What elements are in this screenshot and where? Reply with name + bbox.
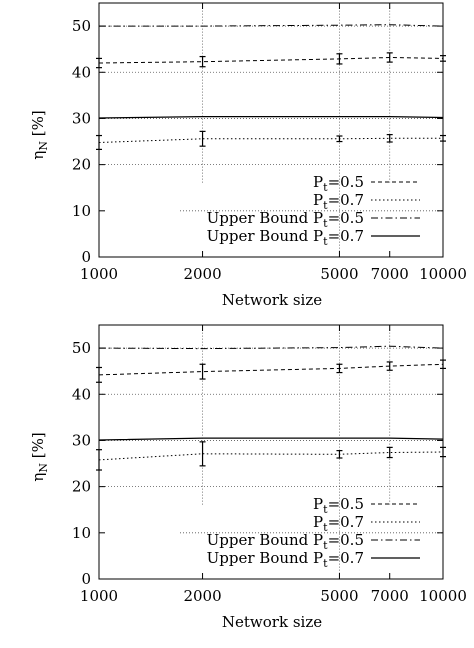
legend-label-3: Upper Bound Pt=0.7: [207, 227, 364, 248]
x-tick-label: 7000: [371, 587, 409, 605]
legend-label-0: Pt=0.5: [313, 173, 364, 194]
legend-label-1: Pt=0.7: [313, 513, 364, 534]
y-tick-label: 40: [72, 385, 91, 403]
series-line-3: [98, 437, 444, 441]
error-bar: [440, 359, 446, 370]
legend-label-2: Upper Bound Pt=0.5: [207, 209, 364, 230]
error-bar: [96, 57, 102, 69]
chart-bottom: 0 10 20 30 40 50 1000 2000 5000 7000 10000 Network …: [29, 324, 467, 631]
y-tick-label: 40: [72, 63, 91, 81]
y-tick-label: 30: [72, 431, 91, 449]
y-tick-label: 10: [72, 524, 91, 542]
error-bar: [336, 450, 343, 459]
legend-label-0: Pt=0.5: [313, 495, 364, 516]
error-bar: [440, 134, 446, 142]
x-tick-label: 1000: [80, 265, 118, 283]
error-bar: [386, 361, 393, 371]
plot-frame: [98, 2, 444, 258]
error-bar: [336, 53, 343, 65]
x-axis-label: Network size: [222, 291, 322, 309]
error-bar: [96, 449, 102, 471]
x-axis-label: Network size: [222, 613, 322, 631]
legend-label-2: Upper Bound Pt=0.5: [207, 531, 364, 552]
x-tick-label: 1000: [80, 587, 118, 605]
y-tick-label: 30: [72, 109, 91, 127]
x-tick-label: 10000: [419, 265, 467, 283]
error-bar: [336, 363, 343, 374]
series-line-2: [98, 345, 444, 350]
series-line-3: [98, 115, 444, 119]
y-axis-label: ηN [%]: [29, 110, 50, 159]
y-tick-label: 0: [81, 570, 91, 588]
error-bar: [199, 55, 206, 68]
error-bar: [386, 52, 393, 63]
y-tick-label: 50: [72, 17, 91, 35]
x-tick-label: 5000: [320, 587, 358, 605]
x-tick-label: 10000: [419, 587, 467, 605]
x-tick-label: 7000: [371, 265, 409, 283]
legend-label-1: Pt=0.7: [313, 191, 364, 212]
error-bar: [386, 134, 393, 143]
series-line-2: [99, 24, 444, 27]
error-bar: [199, 130, 206, 147]
error-bar: [199, 441, 206, 467]
error-bar: [440, 446, 446, 458]
y-tick-label: 20: [72, 156, 91, 174]
error-bar: [199, 363, 206, 380]
error-bar: [96, 366, 102, 383]
y-axis-label: ηN [%]: [29, 432, 50, 481]
chart-top: 0 10 20 30 40 50 1000 2000 5000 7000 10000 Network …: [29, 2, 467, 309]
error-bar: [336, 135, 343, 143]
x-tick-label: 2000: [183, 265, 221, 283]
y-tick-label: 0: [81, 248, 91, 266]
y-tick-label: 10: [72, 202, 91, 220]
error-bar: [440, 55, 446, 62]
series-line-0: [98, 363, 444, 376]
legend-label-3: Upper Bound Pt=0.7: [207, 549, 364, 570]
x-tick-label: 2000: [183, 587, 221, 605]
series-line-1: [98, 451, 444, 461]
x-tick-label: 5000: [320, 265, 358, 283]
error-bar: [386, 446, 393, 459]
y-tick-label: 20: [72, 478, 91, 496]
error-bar: [96, 134, 102, 150]
y-tick-label: 50: [72, 339, 91, 357]
